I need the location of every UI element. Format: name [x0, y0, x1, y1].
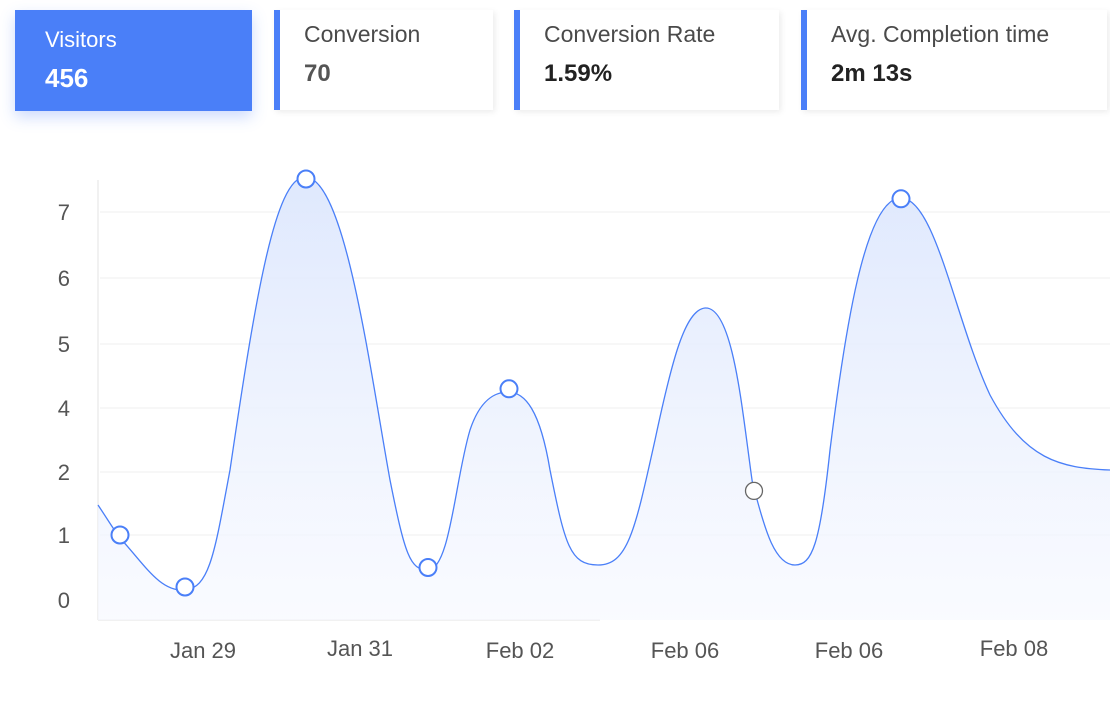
y-tick-label: 4: [58, 396, 70, 421]
x-axis-ticks: Jan 29 Jan 31 Feb 02 Feb 06 Feb 06 Feb 08: [170, 636, 1048, 663]
x-tick-label: Jan 29: [170, 638, 236, 663]
conversion-rate-label: Conversion Rate: [544, 21, 716, 47]
visitors-card[interactable]: Visitors 456: [15, 10, 252, 111]
x-tick-label: Feb 02: [486, 638, 555, 663]
y-tick-label: 6: [58, 266, 70, 291]
conversion-card[interactable]: Conversion 70: [274, 10, 493, 110]
y-tick-label: 5: [58, 332, 70, 357]
conversion-rate-value: 1.59%: [544, 60, 613, 87]
data-point-marker[interactable]: [499, 379, 519, 399]
x-tick-label: Feb 08: [980, 636, 1049, 661]
area-fill: [98, 177, 1110, 620]
conversion-label: Conversion: [304, 21, 421, 47]
data-point-marker[interactable]: [296, 169, 316, 189]
y-axis-ticks: 0 1 2 4 5 6 7: [58, 200, 70, 613]
series-line: [97, 176, 1110, 591]
data-markers: [110, 169, 911, 597]
data-point-marker[interactable]: [110, 525, 130, 545]
conversion-rate-card[interactable]: Conversion Rate 1.59%: [514, 10, 779, 110]
x-tick-label: Jan 31: [327, 636, 393, 661]
y-tick-label: 7: [58, 200, 70, 225]
visitors-label: Visitors: [45, 27, 117, 52]
completion-time-value: 2m 13s: [831, 60, 913, 87]
completion-time-label: Avg. Completion time: [831, 21, 1050, 47]
completion-time-card[interactable]: Avg. Completion time 2m 13s: [801, 10, 1107, 110]
data-point-marker[interactable]: [744, 481, 764, 501]
data-point-marker[interactable]: [175, 577, 195, 597]
visitors-value: 456: [45, 63, 89, 93]
data-point-marker[interactable]: [891, 189, 911, 209]
conversion-value: 70: [304, 60, 331, 87]
area-layer: [97, 176, 1110, 620]
y-tick-label: 2: [58, 460, 70, 485]
y-tick-label: 0: [58, 588, 70, 613]
x-tick-label: Feb 06: [651, 638, 720, 663]
x-tick-label: Feb 06: [815, 638, 884, 663]
data-point-marker[interactable]: [418, 558, 438, 577]
visitors-area-chart: 0 1 2 4 5 6 7 Jan 29 Jan 31 Feb 02 Feb 06 Feb 06 Fe…: [58, 169, 1110, 663]
stat-cards: Visitors 456 Conversion 70 Conversion Ra…: [0, 0, 1110, 130]
y-tick-label: 1: [58, 523, 70, 548]
